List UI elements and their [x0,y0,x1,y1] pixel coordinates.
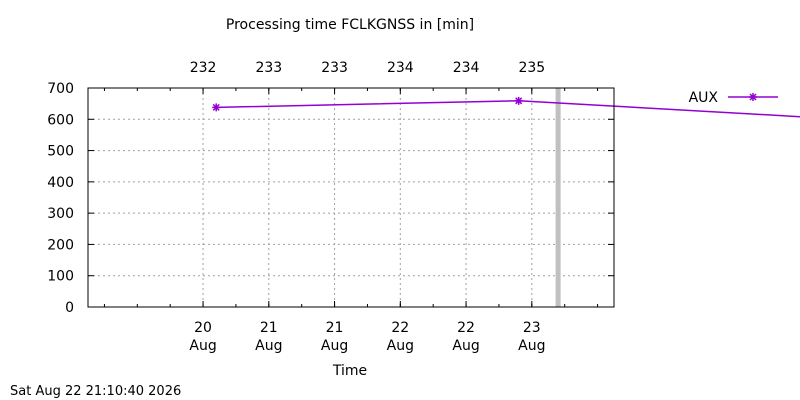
x-tick-label-1: 21 [260,320,278,336]
axes: 0 100 200 300 400 500 600 700 20 Aug 21 Aug 21 Aug 22 A… [47,60,614,354]
y-tick-label-200: 200 [47,237,74,253]
x-top-tick-label-3: 234 [387,60,414,76]
data-point-aux-0 [212,103,221,112]
x-tick-label-2: 21 [326,320,344,336]
y-tick-label-300: 300 [47,206,74,222]
x-tick-label-0: 20 [194,320,212,336]
x-top-tick-label-1: 233 [255,60,282,76]
y-tick-label-0: 0 [65,300,74,316]
data-point-aux-1 [514,96,523,105]
x-top-tick-label-4: 234 [453,60,480,76]
y-tick-label-700: 700 [47,81,74,97]
x-tick-label-5: 23 [523,320,541,336]
x-tick-sublabel-5: Aug [518,338,545,354]
x-tick-sublabel-3: Aug [387,338,414,354]
x-top-tick-label-5: 235 [518,60,545,76]
grid-lines [88,87,614,307]
y-tick-label-100: 100 [47,269,74,285]
chart-title: Processing time FCLKGNSS in [min] [226,17,474,33]
legend: AUX [689,90,778,106]
legend-label-aux: AUX [689,90,719,106]
plot-frame [87,87,615,308]
series-layer [212,88,800,307]
y-tick-label-600: 600 [47,112,74,128]
x-tick-sublabel-0: Aug [189,338,216,354]
y-tick-label-500: 500 [47,144,74,160]
x-tick-label-3: 22 [391,320,409,336]
x-tick-sublabel-2: Aug [321,338,348,354]
x-tick-sublabel-4: Aug [452,338,479,354]
now-marker [555,88,561,307]
x-top-tick-label-0: 232 [190,60,217,76]
x-top-tick-label-2: 233 [321,60,348,76]
footer-timestamp: Sat Aug 22 21:10:40 2026 [10,384,181,399]
y-tick-label-400: 400 [47,175,74,191]
x-axis-label: Time [332,363,367,379]
x-tick-sublabel-1: Aug [255,338,282,354]
x-tick-label-4: 22 [457,320,475,336]
legend-marker-aux [749,93,757,101]
